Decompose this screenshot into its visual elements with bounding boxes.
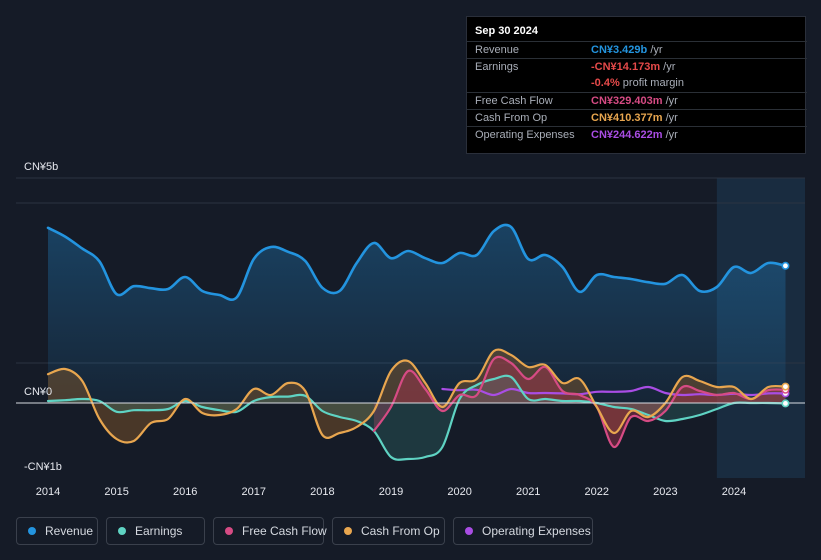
tooltip-date: Sep 30 2024: [475, 25, 538, 37]
x-tick-label: 2019: [379, 486, 403, 498]
data-tooltip: Sep 30 2024 Revenue CN¥3.429b /yr Earnings…: [466, 16, 807, 154]
legend-dot-icon: [344, 527, 352, 535]
tooltip-label: Earnings: [475, 61, 519, 73]
tooltip-row: Operating Expenses CN¥244.622m /yr: [467, 126, 807, 143]
tooltip-unit: /yr: [665, 129, 678, 141]
tooltip-unit: /yr: [650, 44, 663, 56]
y-axis-label-top: CN¥5b: [24, 161, 58, 173]
legend-label: Free Cash Flow: [242, 524, 327, 538]
legend-item-revenue[interactable]: Revenue: [16, 517, 98, 545]
tooltip-value: -CN¥14.173m /yr: [591, 61, 676, 73]
tooltip-row: -0.4% profit margin: [467, 75, 807, 92]
x-tick-label: 2023: [653, 486, 677, 498]
legend-dot-icon: [225, 527, 233, 535]
legend-item-operating-expenses[interactable]: Operating Expenses: [453, 517, 593, 545]
legend-item-earnings[interactable]: Earnings: [106, 517, 205, 545]
revenue-line: [46, 223, 787, 302]
tooltip-value: CN¥244.622m /yr: [591, 129, 678, 141]
earnings-line: [46, 374, 787, 461]
x-tick-label: 2014: [36, 486, 60, 498]
legend-label: Revenue: [45, 524, 94, 538]
tooltip-label: Operating Expenses: [475, 129, 575, 141]
x-tick-label: 2022: [585, 486, 609, 498]
tooltip-row: Free Cash Flow CN¥329.403m /yr: [467, 92, 807, 109]
earnings-area: [48, 375, 786, 460]
tooltip-row: Cash From Op CN¥410.377m /yr: [467, 109, 807, 126]
x-tick-label: 2017: [242, 486, 266, 498]
tooltip-unit: /yr: [663, 61, 676, 73]
legend-dot-icon: [118, 527, 126, 535]
x-tick-label: 2016: [173, 486, 197, 498]
series-lines: [46, 223, 787, 461]
cash-from-op-end-marker: [781, 382, 790, 391]
tooltip-label: Cash From Op: [475, 112, 548, 124]
earnings-end-marker: [781, 399, 790, 408]
tooltip-value: CN¥410.377m /yr: [591, 112, 678, 124]
tooltip-value: CN¥3.429b /yr: [591, 44, 663, 56]
x-tick-label: 2024: [722, 486, 746, 498]
x-tick-label: 2020: [447, 486, 471, 498]
tooltip-row: Revenue CN¥3.429b /yr: [467, 41, 807, 58]
y-axis-label-zero: CN¥0: [24, 386, 52, 398]
legend-item-cash-from-op[interactable]: Cash From Op: [332, 517, 445, 545]
tooltip-label: Free Cash Flow: [475, 95, 553, 107]
cash-from-op-area: [48, 349, 786, 443]
tooltip-value: -0.4% profit margin: [591, 77, 684, 89]
tooltip-unit: /yr: [665, 95, 678, 107]
x-tick-label: 2018: [310, 486, 334, 498]
legend-dot-icon: [28, 527, 36, 535]
tooltip-unit: /yr: [665, 112, 678, 124]
x-axis-ticks: 2014 2015 2016 2017 2018 2019 2020 2021 2022 2023…: [36, 486, 746, 498]
x-tick-label: 2021: [516, 486, 540, 498]
free-cash-flow-line: [372, 355, 787, 449]
y-axis-label-bottom: -CN¥1b: [24, 461, 62, 473]
series-areas: [48, 224, 786, 460]
revenue-end-marker: [781, 261, 790, 270]
legend-label: Operating Expenses: [482, 524, 591, 538]
tooltip-label: Revenue: [475, 44, 520, 56]
legend-label: Earnings: [135, 524, 183, 538]
tooltip-value: CN¥329.403m /yr: [591, 95, 678, 107]
tooltip-unit: profit margin: [622, 77, 684, 89]
x-tick-label: 2015: [104, 486, 128, 498]
cash-from-op-line: [46, 348, 787, 444]
legend-dot-icon: [465, 527, 473, 535]
series-end-markers: [781, 261, 790, 408]
legend-item-free-cash-flow[interactable]: Free Cash Flow: [213, 517, 327, 545]
legend-label: Cash From Op: [361, 524, 440, 538]
tooltip-row: Earnings -CN¥14.173m /yr: [467, 58, 807, 75]
revenue-area: [48, 224, 786, 403]
